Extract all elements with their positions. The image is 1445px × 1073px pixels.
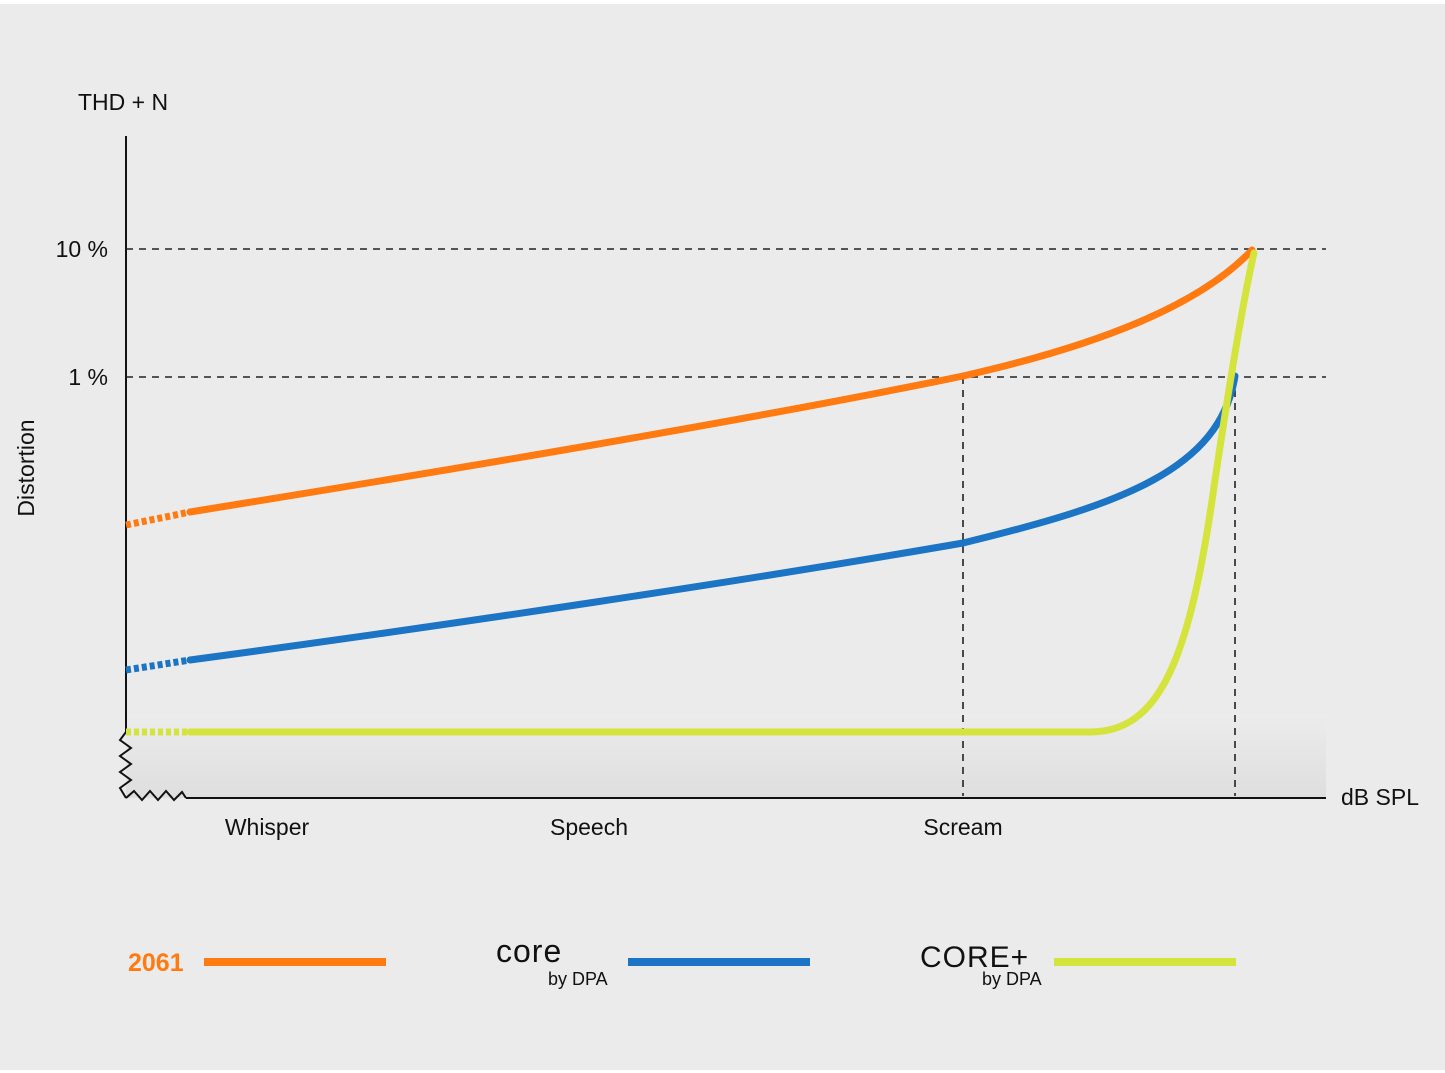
legend-sublabel-coreplus: by DPA — [982, 969, 1042, 989]
chart-background — [0, 4, 1445, 1070]
x-category-whisper: Whisper — [225, 814, 310, 840]
legend-label-coreplus: CORE+ — [920, 941, 1029, 974]
legend: 2061 core by DPA CORE+ by DPA — [128, 933, 1236, 989]
x-category-scream: Scream — [923, 814, 1002, 840]
series-coreplus-line — [186, 249, 1258, 736]
y-axis-top-label: THD + N — [78, 89, 168, 115]
legend-sublabel-core: by DPA — [548, 969, 608, 989]
legend-label-core: core — [496, 933, 562, 969]
x-axis-label: dB SPL — [1341, 784, 1419, 810]
noise-floor-band — [126, 714, 1326, 798]
y-axis-break — [118, 731, 133, 799]
x-category-speech: Speech — [550, 814, 628, 840]
series-core-dotted-start — [125, 656, 191, 674]
y-tick-1pct: 1 % — [68, 364, 108, 390]
series-2061-dotted-start — [125, 508, 191, 529]
y-axis-label: Distortion — [13, 419, 39, 516]
series-2061-line — [186, 246, 1256, 516]
y-tick-10pct: 10 % — [56, 236, 108, 262]
x-axis-break — [125, 789, 187, 802]
series-core-line — [186, 372, 1239, 664]
legend-label-2061: 2061 — [128, 949, 184, 977]
